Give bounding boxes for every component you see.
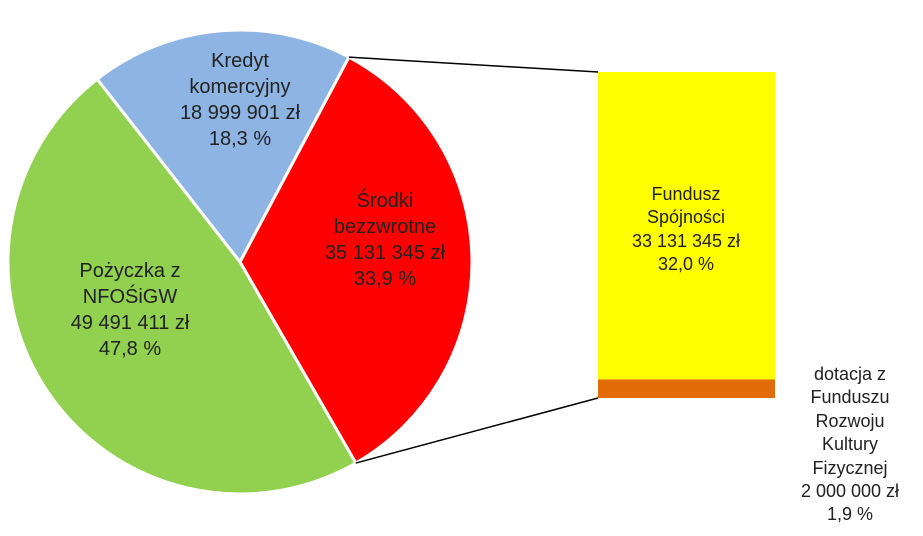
category-label: Fundusz Spójności xyxy=(646,184,726,228)
data-label: 2 000 000 zł xyxy=(800,481,900,502)
bar-label: Fundusz Spójności 33 131 345 zł 32,0 % xyxy=(626,183,746,277)
data-label: 35 131 345 zł xyxy=(324,242,446,264)
bar-label: dotacja z Funduszu Rozwoju Kultury Fizyc… xyxy=(800,363,900,527)
slice-label: Środki bezzwrotne 35 131 345 zł 33,9 % xyxy=(315,188,455,292)
slice-label: Kredyt komercyjny 18 999 901 zł 18,3 % xyxy=(165,48,315,152)
connector-line xyxy=(355,397,599,464)
slice-label: Pożyczka z NFOŚiGW 49 491 411 zł 47,8 % xyxy=(65,258,195,362)
category-label: dotacja z Funduszu Rozwoju Kultury Fizyc… xyxy=(810,364,890,478)
category-label: Pożyczka z NFOŚiGW xyxy=(79,260,181,308)
data-label: 49 491 411 zł xyxy=(70,312,190,334)
data-label: 33,9 % xyxy=(353,268,417,290)
category-label: Środki bezzwrotne xyxy=(333,190,437,238)
pie-slice xyxy=(6,77,358,496)
connector-line xyxy=(348,56,599,73)
bar-segment xyxy=(598,379,775,398)
data-label: 47,8 % xyxy=(98,338,162,360)
data-label: 18 999 901 zł xyxy=(179,102,301,124)
data-label: 18,3 % xyxy=(208,128,272,150)
data-label: 1,9 % xyxy=(826,504,874,525)
category-label: Kredyt komercyjny xyxy=(189,50,291,98)
pie-slice xyxy=(95,28,351,265)
data-label: 33 131 345 zł xyxy=(631,231,741,251)
data-label: 32,0 % xyxy=(657,254,715,275)
bar-segment xyxy=(598,72,775,380)
